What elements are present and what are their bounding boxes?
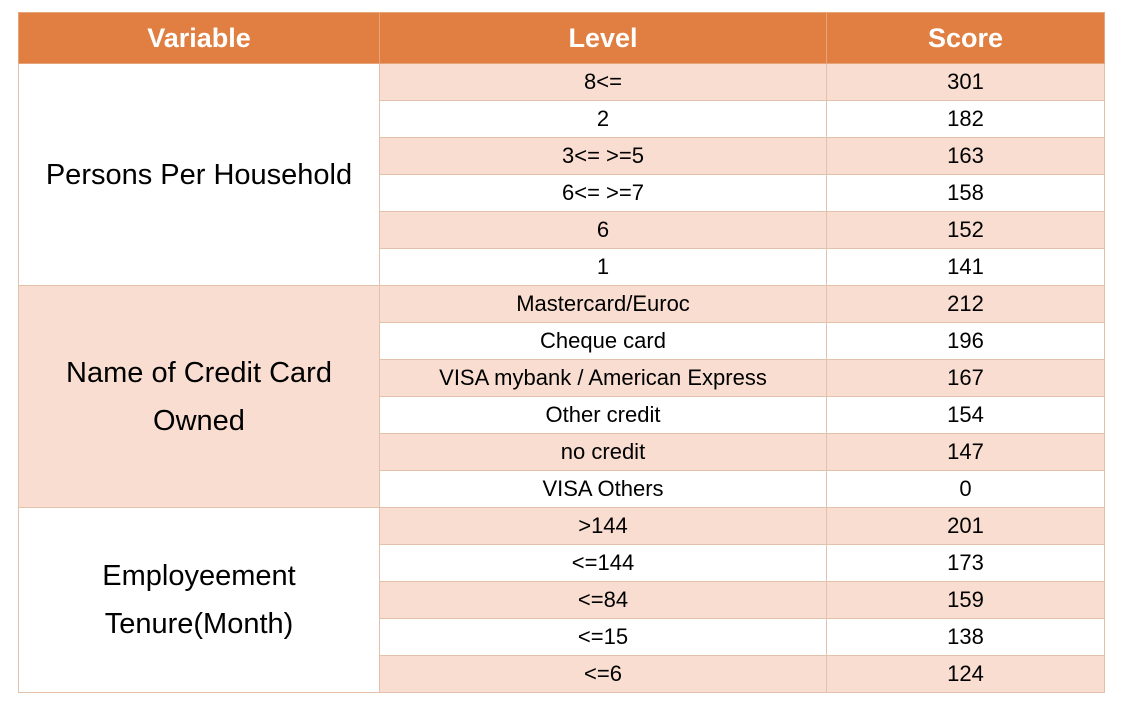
table-row: VISA mybank / American Express 167 (19, 359, 1105, 397)
header-variable: Variable (18, 12, 380, 64)
score-cell: 159 (826, 581, 1105, 619)
score-cell: 173 (826, 544, 1105, 582)
score-table: Variable Level Score Persons Per Househo… (18, 12, 1105, 693)
score-cell: 152 (826, 211, 1105, 249)
score-cell: 201 (826, 507, 1105, 545)
score-cell: 124 (826, 655, 1105, 693)
level-cell: <=144 (379, 544, 827, 582)
level-cell: Mastercard/Euroc (379, 285, 827, 323)
level-cell: no credit (379, 433, 827, 471)
level-cell: Other credit (379, 396, 827, 434)
table-row: <=144 173 (19, 544, 1105, 582)
level-cell: 1 (379, 248, 827, 286)
score-cell: 167 (826, 359, 1105, 397)
variable-cell: Employeement Tenure(Month) (18, 507, 380, 693)
table-row: <=15 138 (19, 618, 1105, 656)
level-cell: 8<= (379, 63, 827, 101)
score-cell: 163 (826, 137, 1105, 175)
score-cell: 138 (826, 618, 1105, 656)
score-cell: 301 (826, 63, 1105, 101)
level-cell: VISA Others (379, 470, 827, 508)
table-row: Other credit 154 (19, 396, 1105, 434)
table-row: 6<= >=7 158 (19, 174, 1105, 212)
table-row: 1 141 (19, 248, 1105, 286)
score-cell: 158 (826, 174, 1105, 212)
score-cell: 154 (826, 396, 1105, 434)
table-row: VISA Others 0 (19, 470, 1105, 508)
score-cell: 141 (826, 248, 1105, 286)
score-cell: 182 (826, 100, 1105, 138)
level-cell: >144 (379, 507, 827, 545)
variable-cell: Name of Credit Card Owned (18, 285, 380, 508)
score-cell: 212 (826, 285, 1105, 323)
table-row: 3<= >=5 163 (19, 137, 1105, 175)
level-cell: Cheque card (379, 322, 827, 360)
level-cell: <=6 (379, 655, 827, 693)
level-cell: <=15 (379, 618, 827, 656)
score-cell: 0 (826, 470, 1105, 508)
level-cell: 2 (379, 100, 827, 138)
score-cell: 147 (826, 433, 1105, 471)
table-row: Name of Credit Card Owned Mastercard/Eur… (18, 285, 1105, 508)
header-score: Score (826, 12, 1105, 64)
table-row: Persons Per Household 8<= 301 (18, 63, 1105, 286)
level-cell: <=84 (379, 581, 827, 619)
table-row: 2 182 (19, 100, 1105, 138)
level-cell: VISA mybank / American Express (379, 359, 827, 397)
header-level: Level (379, 12, 827, 64)
table-row: no credit 147 (19, 433, 1105, 471)
table-row: 6 152 (19, 211, 1105, 249)
level-cell: 6<= >=7 (379, 174, 827, 212)
variable-cell: Persons Per Household (18, 63, 380, 286)
table-row: Employeement Tenure(Month) >144 201 (18, 507, 1105, 693)
level-cell: 3<= >=5 (379, 137, 827, 175)
level-cell: 6 (379, 211, 827, 249)
header-row: Variable Level Score (18, 12, 1105, 64)
table-row: <=6 124 (19, 655, 1105, 693)
score-cell: 196 (826, 322, 1105, 360)
